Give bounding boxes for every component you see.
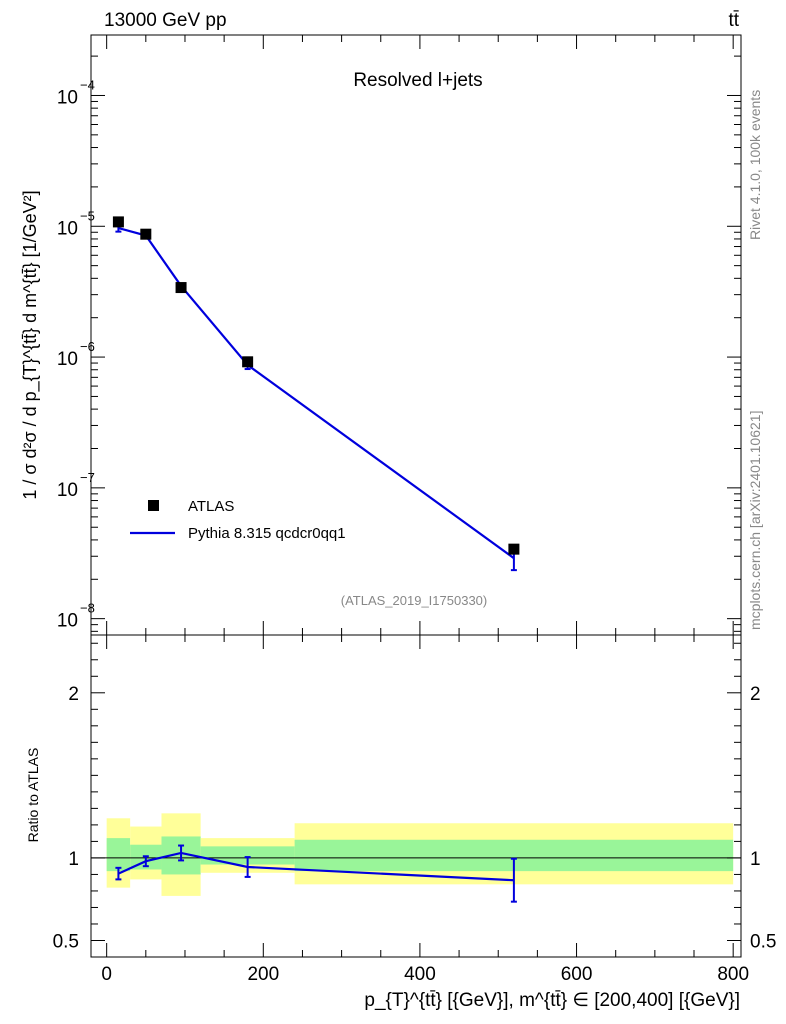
legend-atlas-marker — [148, 500, 159, 511]
y-tick-exponent: −5 — [80, 208, 95, 223]
y-tick-label: 10 — [57, 480, 78, 501]
ratio-y-tick-label: 1 — [68, 849, 79, 870]
ratio-band-inner — [106, 838, 131, 872]
mcplots-label: mcplots.cern.ch [arXiv:2401.10621] — [747, 411, 763, 630]
atlas-data-point — [242, 356, 254, 368]
x-tick-label: 200 — [247, 964, 279, 985]
ratio-y-tick-label-right: 2 — [750, 684, 761, 705]
atlas-data-point — [508, 543, 520, 555]
ratio-y-tick-label-right: 1 — [750, 849, 761, 870]
analysis-label: (ATLAS_2019_I1750330) — [341, 593, 487, 608]
atlas-data-point — [175, 282, 187, 294]
x-tick-label: 800 — [717, 964, 749, 985]
plot-title: Resolved l+jets — [353, 70, 482, 91]
legend-atlas-label: ATLAS — [188, 498, 234, 515]
y-tick-exponent: −6 — [80, 339, 95, 354]
y-tick-exponent: −4 — [80, 77, 95, 92]
main-plot-frame — [90, 34, 742, 636]
x-tick-label: 0 — [101, 964, 112, 985]
legend-mc-label: Pythia 8.315 qcdcr0qq1 — [188, 525, 346, 542]
y-tick-label: 10 — [57, 349, 78, 370]
ratio-band-inner — [200, 846, 295, 865]
atlas-data-point — [140, 228, 152, 240]
main-y-axis-label: 1 / σ d²σ / d p_{T}^{tt̄} d m^{tt̄} [1/G… — [20, 190, 41, 499]
y-tick-exponent: −7 — [80, 470, 95, 485]
x-tick-label: 400 — [404, 964, 436, 985]
rivet-version-label: Rivet 4.1.0, 100k events — [747, 90, 763, 240]
ratio-plot-frame — [90, 634, 742, 958]
mc-line — [118, 226, 515, 560]
atlas-data-point — [112, 216, 124, 228]
ratio-y-tick-label-right: 0.5 — [750, 931, 776, 952]
x-tick-label: 600 — [561, 964, 593, 985]
y-tick-exponent: −8 — [80, 601, 95, 616]
y-tick-label: 10 — [57, 218, 78, 239]
energy-label: 13000 GeV pp — [104, 10, 227, 31]
y-tick-label: 10 — [57, 611, 78, 632]
ratio-y-tick-label: 0.5 — [53, 931, 79, 952]
x-axis-label: p_{T}^{tt̄} [{GeV}], m^{tt̄} ∈ [200,400]… — [364, 990, 740, 1011]
process-label: tt̄ — [728, 10, 739, 31]
ratio-y-axis-label: Ratio to ATLAS — [25, 748, 41, 843]
y-tick-label: 10 — [57, 87, 78, 108]
ratio-y-tick-label: 2 — [68, 684, 79, 705]
